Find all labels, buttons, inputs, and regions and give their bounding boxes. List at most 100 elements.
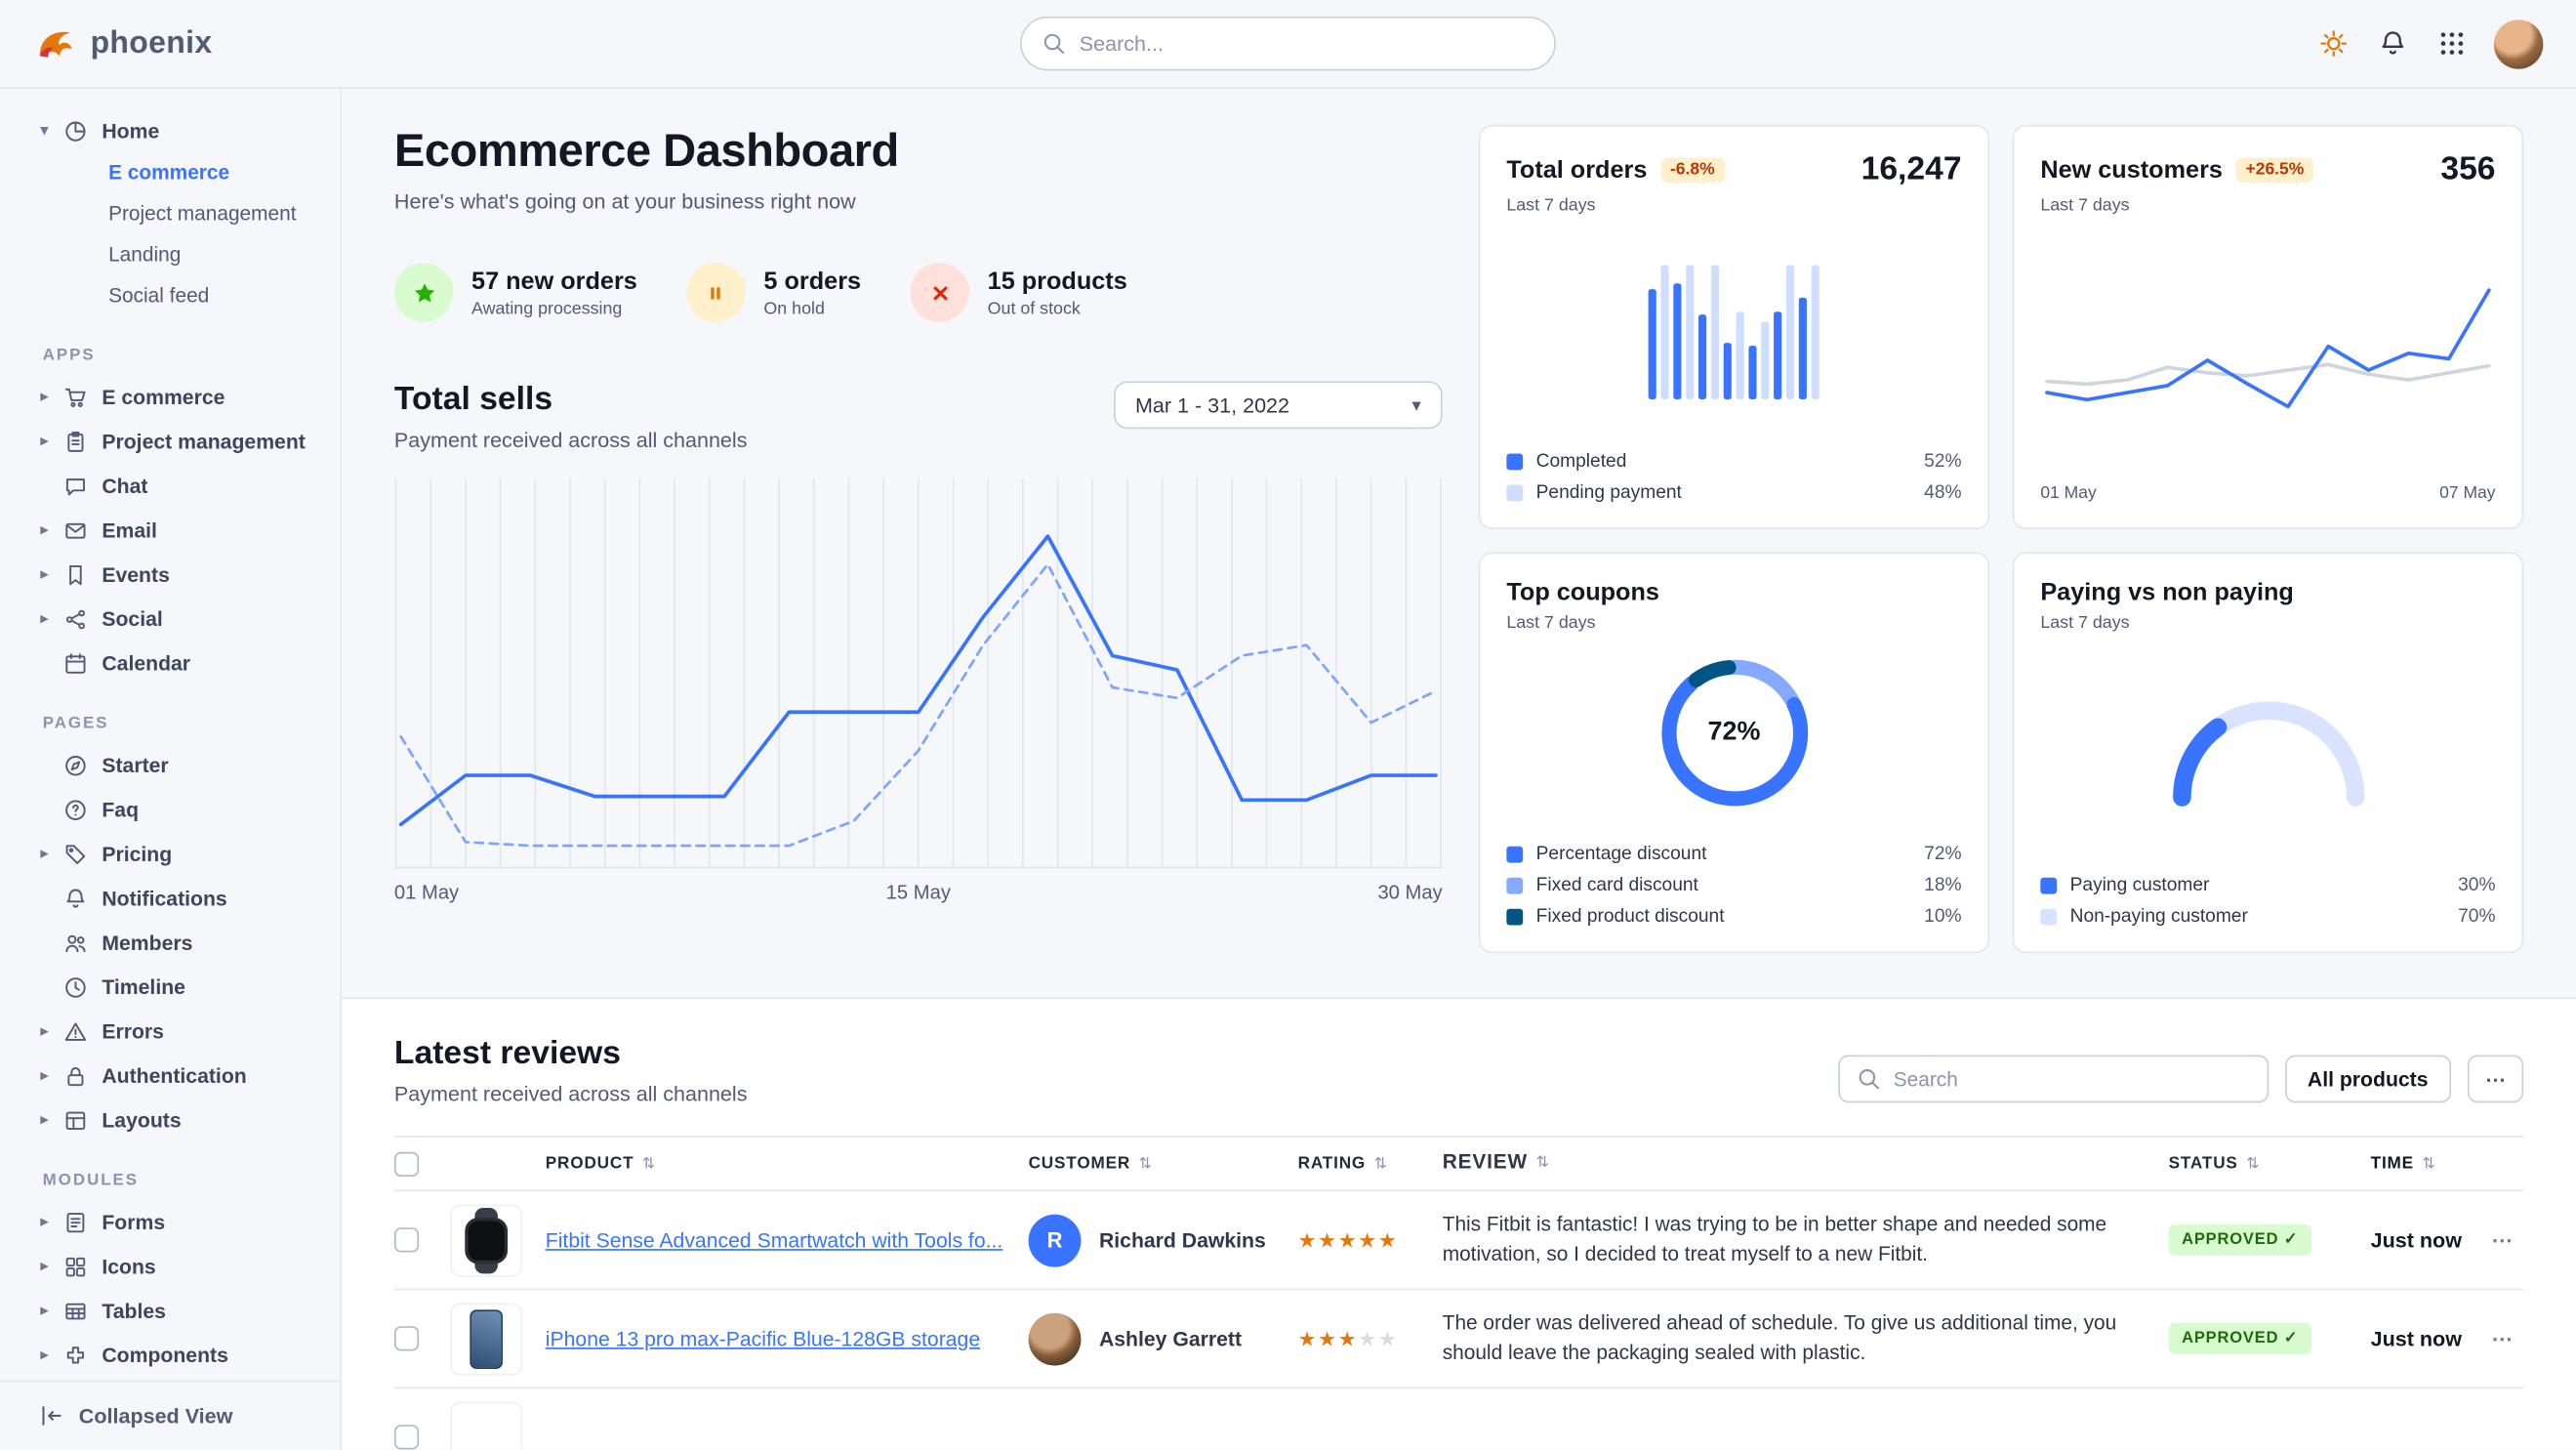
sidebar-item-email[interactable]: ▸ Email xyxy=(0,508,340,552)
caret-icon: ▸ xyxy=(40,1066,49,1084)
sidebar-item-home[interactable]: ▾ Home xyxy=(0,108,340,152)
legend-swatch xyxy=(2040,877,2058,894)
card-period: Last 7 days xyxy=(2040,612,2130,633)
product-link[interactable]: iPhone 13 pro max-Pacific Blue-128GB sto… xyxy=(545,1327,981,1350)
notifications-button[interactable] xyxy=(2376,26,2410,61)
legend-value: 30% xyxy=(2458,876,2496,896)
trend-badge: -6.8% xyxy=(1659,157,1725,183)
table-icon xyxy=(64,1299,91,1322)
reviews-more-button[interactable]: ⋯ xyxy=(2467,1055,2524,1103)
icons-grid-icon xyxy=(64,1255,91,1278)
collapsed-view-toggle[interactable]: Collapsed View xyxy=(0,1380,341,1450)
sidebar-item-project-management[interactable]: ▸ Project management xyxy=(0,419,340,463)
search-icon xyxy=(1042,31,1066,56)
product-image xyxy=(450,1203,523,1276)
product-link[interactable]: Fitbit Sense Advanced Smartwatch with To… xyxy=(545,1228,1003,1252)
customer-name: Richard Dawkins xyxy=(1098,1228,1266,1252)
card-title: Total orders xyxy=(1506,155,1648,185)
review-text: This Fitbit is fantastic! I was trying t… xyxy=(1442,1212,2107,1265)
sidebar-item-social[interactable]: ▸ Social xyxy=(0,597,340,641)
sidebar-item-components[interactable]: ▸ Components xyxy=(0,1333,340,1377)
sort-icon: ⇅ xyxy=(641,1154,657,1173)
sidebar-item-layouts[interactable]: ▸ Layouts xyxy=(0,1098,340,1141)
sort-icon: ⇅ xyxy=(2422,1154,2436,1173)
global-search-input[interactable] xyxy=(1079,30,1534,57)
legend-value: 10% xyxy=(1924,907,1962,928)
star-icon: ★ xyxy=(1377,1228,1397,1253)
sidebar-item-forms[interactable]: ▸ Forms xyxy=(0,1200,340,1244)
reviews-search-input[interactable] xyxy=(1893,1067,2250,1091)
page-title: Ecommerce Dashboard xyxy=(393,124,899,177)
new-customers-x-axis: 01 May 07 May xyxy=(2040,484,2495,503)
sidebar-item-landing[interactable]: Landing xyxy=(108,243,182,267)
users-icon xyxy=(64,931,91,954)
select-all-checkbox[interactable] xyxy=(393,1150,420,1177)
puzzle-icon xyxy=(64,1344,91,1367)
status-badge: APPROVED ✓ xyxy=(2168,1223,2311,1256)
card-period: Last 7 days xyxy=(2040,195,2130,216)
total-orders-card: Total orders -6.8% 16,247 Last 7 days Co… xyxy=(1478,124,1990,529)
latest-reviews-title: Latest reviews xyxy=(393,1035,621,1072)
all-products-button[interactable]: All products xyxy=(2284,1055,2452,1103)
sidebar-item-pricing[interactable]: ▸ Pricing xyxy=(0,832,340,876)
sidebar-item-timeline[interactable]: Timeline xyxy=(0,965,340,1009)
legend-swatch xyxy=(1506,846,1524,863)
sidebar-item-notifications[interactable]: Notifications xyxy=(0,876,340,920)
sidebar-item-social-feed[interactable]: Social feed xyxy=(108,284,210,308)
legend-swatch xyxy=(1506,877,1524,894)
sidebar-item-icons[interactable]: ▸ Icons xyxy=(0,1244,340,1288)
stat-value: 57 new orders xyxy=(471,267,637,296)
column-header-time[interactable]: TIME ⇅ xyxy=(2370,1154,2436,1173)
search-icon xyxy=(1856,1066,1880,1091)
date-range-select[interactable]: Mar 1 - 31, 2022 ▾ xyxy=(1114,381,1443,430)
row-checkbox[interactable] xyxy=(393,1425,420,1450)
status-badge: APPROVED ✓ xyxy=(2168,1322,2311,1354)
column-header-status[interactable]: STATUS ⇅ xyxy=(2168,1154,2261,1173)
sort-icon: ⇅ xyxy=(1138,1154,1153,1173)
sidebar: ▾ Home E commerce Project management Landing… xyxy=(0,88,343,1450)
apps-grid-button[interactable] xyxy=(2434,26,2469,61)
sidebar-item-project-management[interactable]: Project management xyxy=(108,202,297,226)
column-header-product[interactable]: PRODUCT ⇅ xyxy=(545,1154,657,1173)
legend-item: Completed 52% xyxy=(1506,452,1962,472)
envelope-icon xyxy=(64,518,91,542)
stat-value: 15 products xyxy=(987,267,1127,296)
sidebar-item-e-commerce[interactable]: ▸ E commerce xyxy=(0,375,340,419)
customer-name: Ashley Garrett xyxy=(1098,1327,1243,1350)
reviews-search[interactable] xyxy=(1837,1055,2269,1103)
sidebar-item-chat[interactable]: Chat xyxy=(0,464,340,508)
table-header-row: PRODUCT ⇅ CUSTOMER ⇅ RATING ⇅ REVIEW ⇅ xyxy=(393,1135,2524,1192)
row-menu-button[interactable]: ⋯ xyxy=(2491,1226,2514,1252)
sidebar-item-faq[interactable]: Faq xyxy=(0,787,340,831)
column-header-rating[interactable]: RATING ⇅ xyxy=(1297,1154,1388,1173)
column-header-review[interactable]: REVIEW ⇅ xyxy=(1442,1150,1550,1174)
global-search[interactable] xyxy=(1020,16,1556,71)
stat-item: 15 products Out of stock xyxy=(910,263,1127,322)
theme-toggle-button[interactable] xyxy=(2316,26,2351,61)
tag-icon xyxy=(64,843,91,866)
sidebar-item-events[interactable]: ▸ Events xyxy=(0,553,340,597)
row-checkbox[interactable] xyxy=(393,1326,420,1351)
sidebar-item-e-commerce[interactable]: E commerce xyxy=(108,160,230,185)
user-avatar[interactable] xyxy=(2493,19,2544,68)
sidebar-section-label: PAGES xyxy=(42,715,109,733)
row-checkbox[interactable] xyxy=(393,1227,420,1253)
new-customers-card: New customers +26.5% 356 Last 7 days 01 … xyxy=(2012,124,2524,529)
sidebar-item-tables[interactable]: ▸ Tables xyxy=(0,1289,340,1333)
brand[interactable]: phoenix xyxy=(33,21,213,65)
sidebar-item-members[interactable]: Members xyxy=(0,921,340,965)
collapsed-view-label: Collapsed View xyxy=(78,1403,233,1429)
chevron-down-icon: ▾ xyxy=(1411,395,1421,416)
customer-avatar: R xyxy=(1028,1213,1082,1266)
x-label: 01 May xyxy=(2040,484,2097,504)
star-icon: ★ xyxy=(1297,1327,1317,1351)
row-menu-button[interactable]: ⋯ xyxy=(2491,1325,2514,1350)
total-sells-header: Total sells Payment received across all … xyxy=(394,381,1443,452)
sidebar-item-errors[interactable]: ▸ Errors xyxy=(0,1009,340,1053)
table-row: iPhone 13 pro max-Pacific Blue-128GB sto… xyxy=(393,1290,2524,1389)
sidebar-item-calendar[interactable]: Calendar xyxy=(0,641,340,684)
column-header-customer[interactable]: CUSTOMER ⇅ xyxy=(1028,1154,1153,1173)
sidebar-item-starter[interactable]: Starter xyxy=(0,743,340,787)
warning-icon xyxy=(64,1019,91,1043)
sidebar-item-authentication[interactable]: ▸ Authentication xyxy=(0,1054,340,1098)
